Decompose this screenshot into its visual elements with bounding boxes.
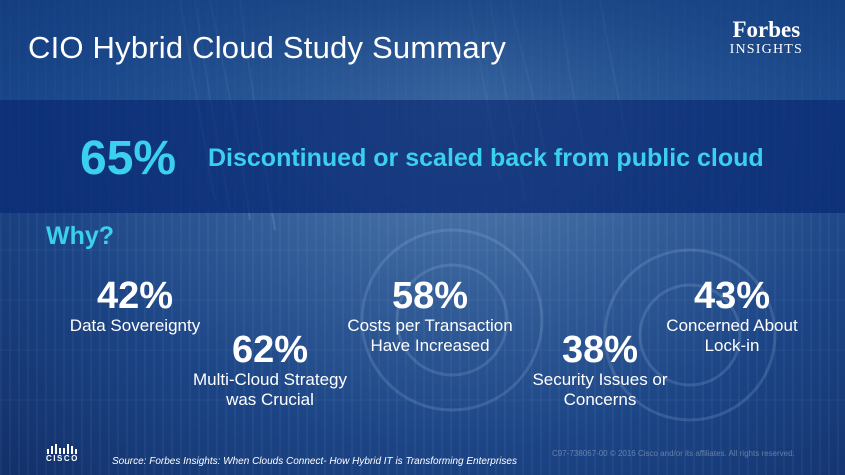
stat-security-issues: 38% Security Issues or Concerns [500, 330, 700, 410]
stat-label-line: Security Issues or [532, 370, 668, 389]
stat-label-line: Multi-Cloud Strategy [192, 370, 347, 389]
title-band [0, 0, 845, 100]
stat-label-line: Costs per Transaction [347, 316, 513, 335]
forbes-insights-logo: Forbes INSIGHTS [730, 18, 803, 58]
stat-multi-cloud: 62% Multi-Cloud Strategy was Crucial [170, 330, 370, 410]
stat-lock-in: 43% Concerned About Lock-in [632, 276, 832, 356]
headline-percent: 65% [80, 132, 177, 185]
stat-percent: 58% [391, 275, 469, 317]
stat-percent: 42% [96, 275, 174, 317]
cisco-bars-icon [47, 444, 77, 454]
headline-text: Discontinued or scaled back from public … [208, 144, 764, 172]
stat-data-sovereignty: 42% Data Sovereignty [35, 276, 235, 336]
stat-label-line: was Crucial [226, 390, 314, 409]
stat-label-line: Concerned About [666, 316, 798, 335]
copyright-notice: C97-738067-00 © 2016 Cisco and/or its af… [552, 449, 795, 458]
source-citation: Source: Forbes Insights: When Clouds Con… [112, 456, 517, 467]
stat-label-line: Data Sovereignty [69, 316, 201, 335]
stat-percent: 38% [561, 329, 639, 371]
brand-sub: INSIGHTS [729, 42, 803, 57]
stat-percent: 43% [693, 275, 771, 317]
stat-label-line: Have Increased [370, 336, 490, 355]
stat-costs-per-transaction: 58% Costs per Transaction Have Increased [320, 276, 540, 356]
cisco-logo: CISCO [46, 444, 78, 463]
cisco-wordmark: CISCO [46, 454, 79, 463]
stat-label-line: Concerns [563, 390, 637, 409]
headline-band [0, 100, 845, 213]
stat-label-line: Lock-in [704, 336, 760, 355]
brand-name: Forbes [732, 17, 801, 42]
stat-percent: 62% [231, 329, 309, 371]
why-label: Why? [46, 222, 115, 250]
slide-title: CIO Hybrid Cloud Study Summary [28, 30, 507, 65]
